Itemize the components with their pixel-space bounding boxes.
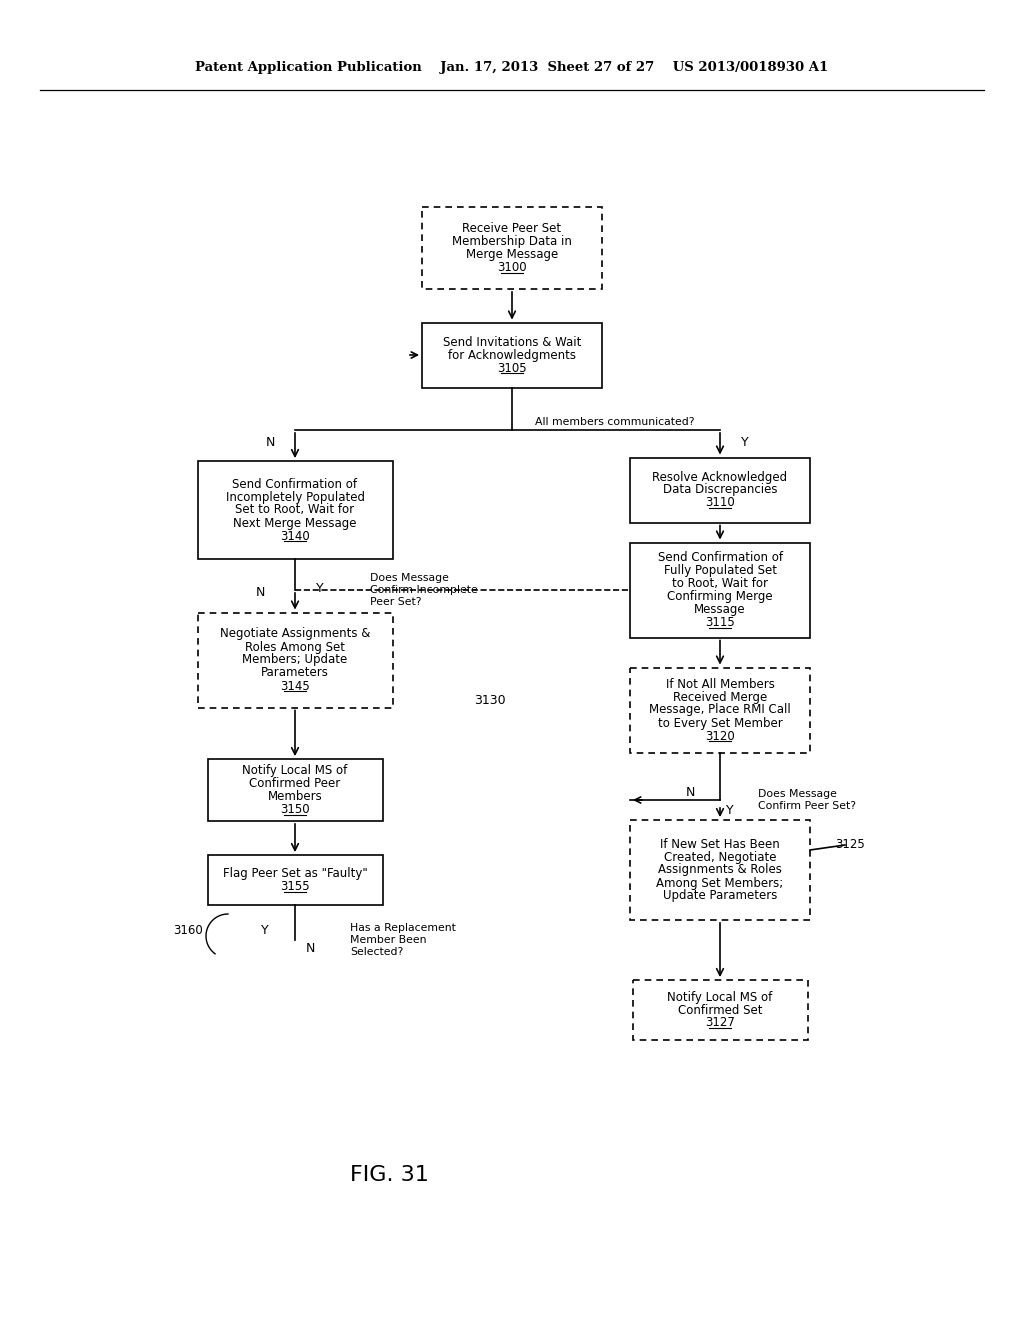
Text: Confirming Merge: Confirming Merge bbox=[668, 590, 773, 603]
Bar bbox=[422, 207, 602, 289]
Text: All members communicated?: All members communicated? bbox=[536, 417, 694, 426]
Text: 3145: 3145 bbox=[281, 680, 310, 693]
Text: Membership Data in: Membership Data in bbox=[452, 235, 572, 248]
Text: N: N bbox=[305, 941, 314, 954]
Text: Negotiate Assignments &: Negotiate Assignments & bbox=[220, 627, 371, 640]
Text: Members: Members bbox=[267, 789, 323, 803]
Text: Notify Local MS of: Notify Local MS of bbox=[243, 764, 347, 777]
Text: Does Message
Confirm Peer Set?: Does Message Confirm Peer Set? bbox=[758, 789, 856, 810]
Text: If Not All Members: If Not All Members bbox=[666, 677, 774, 690]
Text: Flag Peer Set as "Faulty": Flag Peer Set as "Faulty" bbox=[222, 867, 368, 880]
Bar bbox=[630, 458, 810, 523]
Bar bbox=[422, 322, 602, 388]
Text: Y: Y bbox=[726, 804, 734, 817]
Text: N: N bbox=[265, 436, 274, 449]
Text: Resolve Acknowledged: Resolve Acknowledged bbox=[652, 470, 787, 483]
Text: 3160: 3160 bbox=[173, 924, 203, 936]
Text: 3140: 3140 bbox=[281, 529, 310, 543]
Bar bbox=[208, 759, 383, 821]
Text: Members; Update: Members; Update bbox=[243, 653, 347, 667]
Text: 3100: 3100 bbox=[498, 261, 526, 275]
Text: Received Merge: Received Merge bbox=[673, 690, 767, 704]
Text: Created, Negotiate: Created, Negotiate bbox=[664, 850, 776, 863]
Text: Update Parameters: Update Parameters bbox=[663, 890, 777, 903]
Text: Set to Root, Wait for: Set to Root, Wait for bbox=[236, 503, 354, 516]
Text: 3125: 3125 bbox=[836, 838, 865, 851]
Text: 3120: 3120 bbox=[706, 730, 735, 742]
Text: Fully Populated Set: Fully Populated Set bbox=[664, 564, 776, 577]
Text: 3105: 3105 bbox=[498, 362, 526, 375]
Text: 3127: 3127 bbox=[706, 1016, 735, 1030]
Bar bbox=[208, 855, 383, 906]
Text: Assignments & Roles: Assignments & Roles bbox=[658, 863, 782, 876]
Bar bbox=[630, 668, 810, 752]
Text: 3115: 3115 bbox=[706, 616, 735, 630]
Bar bbox=[198, 612, 392, 708]
Text: 3110: 3110 bbox=[706, 496, 735, 510]
Text: N: N bbox=[685, 785, 694, 799]
Text: If New Set Has Been: If New Set Has Been bbox=[660, 837, 780, 850]
Text: to Root, Wait for: to Root, Wait for bbox=[672, 577, 768, 590]
Text: Data Discrepancies: Data Discrepancies bbox=[663, 483, 777, 496]
Bar bbox=[630, 820, 810, 920]
Text: N: N bbox=[255, 586, 264, 598]
Bar bbox=[630, 543, 810, 638]
Text: Y: Y bbox=[741, 436, 749, 449]
Text: to Every Set Member: to Every Set Member bbox=[657, 717, 782, 730]
Text: FIG. 31: FIG. 31 bbox=[349, 1166, 429, 1185]
Text: Among Set Members;: Among Set Members; bbox=[656, 876, 783, 890]
Text: Receive Peer Set: Receive Peer Set bbox=[463, 222, 561, 235]
Text: Message: Message bbox=[694, 603, 745, 616]
Text: for Acknowledgments: for Acknowledgments bbox=[449, 348, 575, 362]
Text: Parameters: Parameters bbox=[261, 667, 329, 680]
Text: Roles Among Set: Roles Among Set bbox=[245, 640, 345, 653]
Text: Has a Replacement
Member Been
Selected?: Has a Replacement Member Been Selected? bbox=[350, 924, 456, 957]
Text: Next Merge Message: Next Merge Message bbox=[233, 516, 356, 529]
Text: Patent Application Publication    Jan. 17, 2013  Sheet 27 of 27    US 2013/00189: Patent Application Publication Jan. 17, … bbox=[196, 62, 828, 74]
Text: Does Message
Confirm Incomplete
Peer Set?: Does Message Confirm Incomplete Peer Set… bbox=[370, 573, 478, 607]
Bar bbox=[198, 461, 392, 558]
Text: Message, Place RMI Call: Message, Place RMI Call bbox=[649, 704, 791, 717]
Bar bbox=[633, 979, 808, 1040]
Text: Confirmed Peer: Confirmed Peer bbox=[250, 777, 341, 789]
Text: Send Confirmation of: Send Confirmation of bbox=[232, 478, 357, 491]
Text: 3130: 3130 bbox=[474, 693, 506, 706]
Text: Merge Message: Merge Message bbox=[466, 248, 558, 261]
Text: Y: Y bbox=[316, 582, 324, 594]
Text: Notify Local MS of: Notify Local MS of bbox=[668, 990, 773, 1003]
Text: 3150: 3150 bbox=[281, 803, 310, 816]
Text: Confirmed Set: Confirmed Set bbox=[678, 1003, 762, 1016]
Text: Incompletely Populated: Incompletely Populated bbox=[225, 491, 365, 503]
Text: 3155: 3155 bbox=[281, 880, 310, 894]
Text: Y: Y bbox=[261, 924, 269, 936]
Text: Send Confirmation of: Send Confirmation of bbox=[657, 550, 782, 564]
Text: Send Invitations & Wait: Send Invitations & Wait bbox=[442, 335, 582, 348]
